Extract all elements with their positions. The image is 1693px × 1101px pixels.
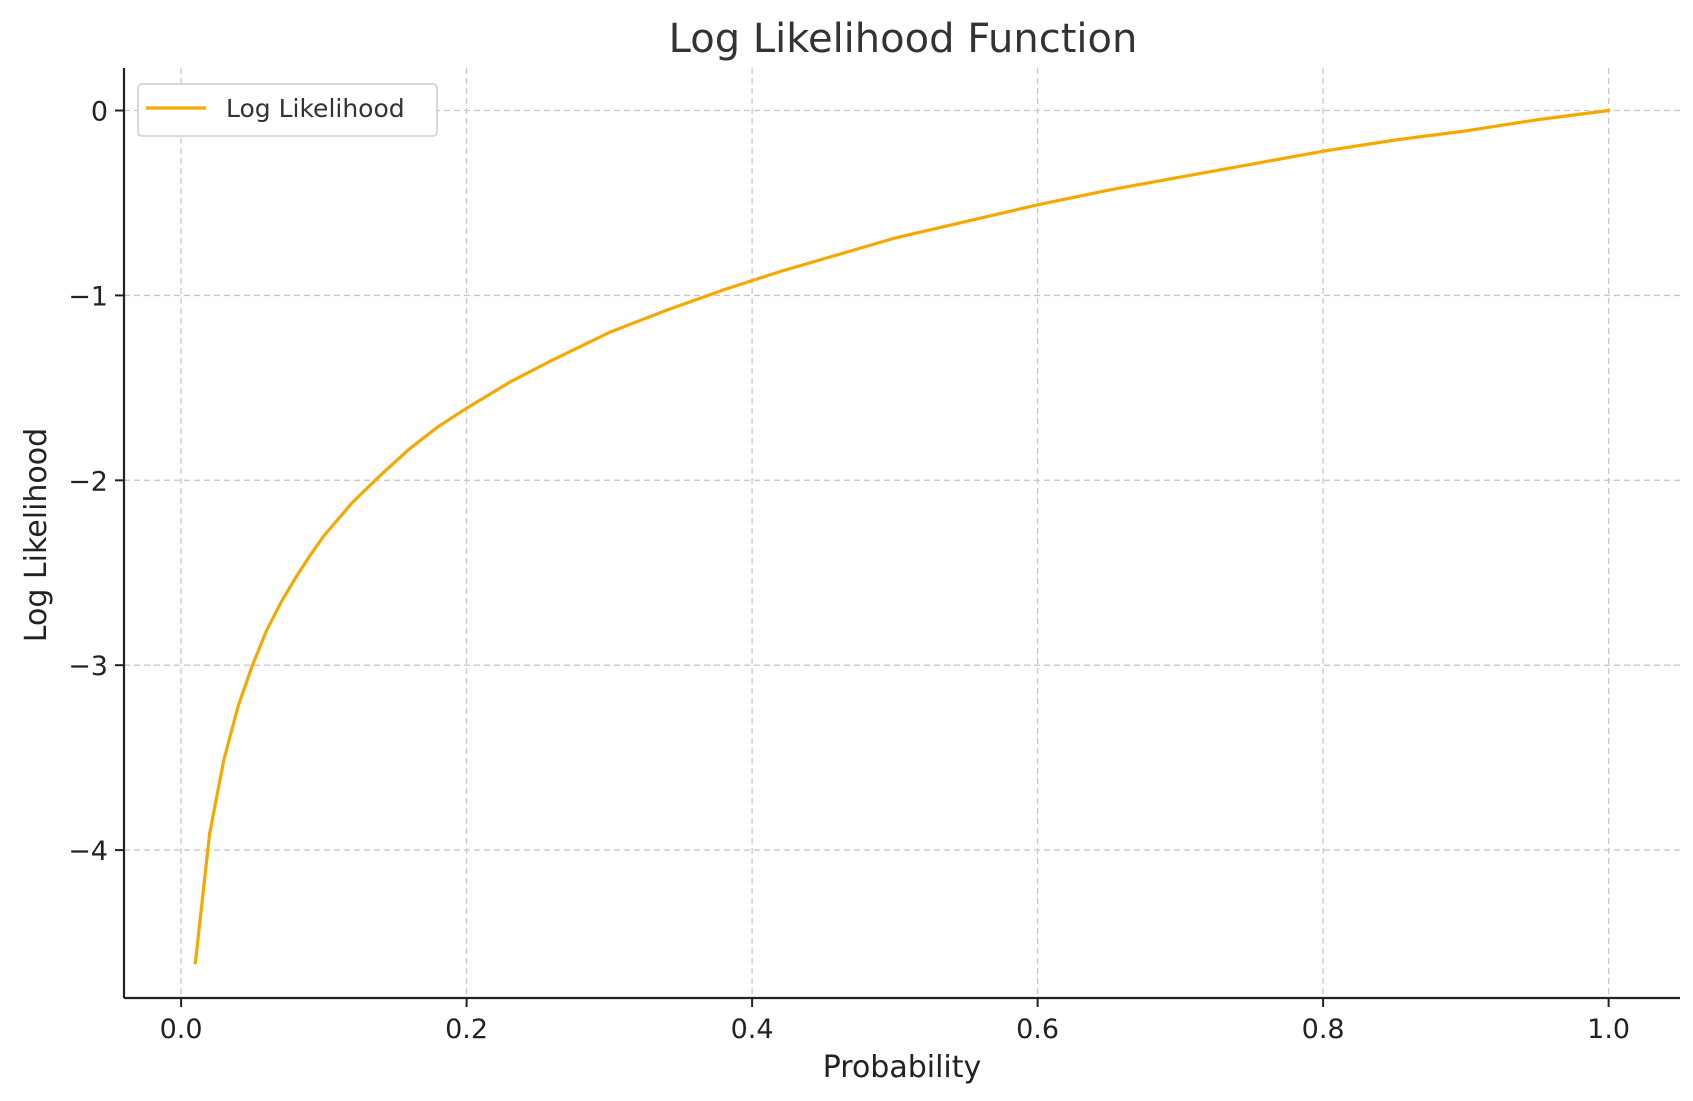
x-ticks: 0.0 0.2 0.4 0.6 0.8 1.0 — [160, 998, 1630, 1045]
y-tick-label-1: −1 — [68, 281, 108, 312]
y-axis-label: Log Likelihood — [19, 428, 54, 642]
y-tick-label-0: 0 — [91, 97, 108, 128]
chart-title: Log Likelihood Function — [669, 16, 1138, 62]
y-ticks: 0 −1 −2 −3 −4 — [68, 97, 124, 867]
x-axis-label: Probability — [823, 1050, 982, 1085]
x-tick-label-5: 1.0 — [1587, 1014, 1630, 1045]
series-layer — [193, 108, 1611, 965]
legend-box — [137, 83, 438, 137]
x-tick-label-1: 0.2 — [445, 1014, 488, 1045]
x-tick-label-4: 0.8 — [1302, 1014, 1345, 1045]
x-tick-label-0: 0.0 — [160, 1014, 203, 1045]
x-tick-label-3: 0.6 — [1016, 1014, 1059, 1045]
series-line-0 — [193, 108, 1611, 965]
x-tick-label-2: 0.4 — [731, 1014, 774, 1045]
grid — [124, 68, 1680, 998]
y-tick-label-2: −2 — [68, 466, 108, 497]
y-tick-label-4: −4 — [68, 836, 108, 867]
legend-label-log-likelihood: Log Likelihood — [226, 94, 405, 123]
y-tick-label-3: −3 — [68, 651, 108, 682]
axes — [122, 68, 1680, 1000]
legend: Log Likelihood — [137, 83, 438, 137]
